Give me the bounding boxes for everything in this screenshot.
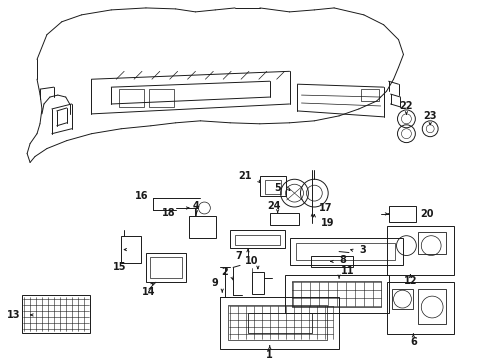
- Bar: [251, 273, 263, 294]
- Text: 18: 18: [162, 208, 175, 218]
- Bar: [386, 226, 453, 275]
- Bar: [119, 89, 143, 107]
- Bar: [145, 253, 185, 282]
- Bar: [264, 180, 280, 194]
- Text: 19: 19: [321, 218, 334, 228]
- Text: 17: 17: [319, 203, 332, 213]
- Bar: [188, 216, 216, 238]
- Text: 1: 1: [266, 350, 273, 360]
- Bar: [311, 256, 352, 267]
- Bar: [386, 282, 453, 334]
- Text: 14: 14: [142, 287, 155, 297]
- Text: 5: 5: [273, 183, 280, 193]
- Bar: [230, 230, 284, 248]
- Text: 11: 11: [340, 266, 354, 276]
- Bar: [220, 297, 338, 348]
- Bar: [284, 275, 388, 313]
- Text: 21: 21: [238, 171, 251, 181]
- Text: 22: 22: [399, 101, 412, 111]
- Text: 10: 10: [244, 256, 258, 266]
- Bar: [149, 89, 173, 107]
- Text: 2: 2: [221, 267, 228, 277]
- Text: 20: 20: [419, 209, 433, 219]
- Bar: [235, 235, 279, 245]
- Text: 12: 12: [403, 276, 416, 286]
- Text: 7: 7: [235, 251, 242, 261]
- Bar: [228, 305, 326, 340]
- Bar: [295, 243, 394, 261]
- Text: 23: 23: [423, 111, 436, 121]
- Bar: [417, 289, 445, 324]
- Bar: [121, 236, 141, 264]
- Bar: [360, 89, 378, 101]
- Text: 16: 16: [135, 191, 149, 201]
- Bar: [289, 238, 403, 265]
- Bar: [259, 176, 285, 196]
- Bar: [291, 281, 380, 307]
- Bar: [269, 213, 299, 225]
- Text: 15: 15: [112, 262, 126, 273]
- Text: 4: 4: [193, 201, 200, 211]
- Bar: [150, 257, 181, 278]
- Text: 9: 9: [211, 278, 218, 288]
- Bar: [22, 295, 89, 333]
- Text: 8: 8: [338, 256, 345, 265]
- Text: 3: 3: [358, 244, 365, 255]
- Text: 13: 13: [7, 310, 20, 320]
- Bar: [391, 289, 412, 309]
- Bar: [388, 206, 415, 222]
- Text: 24: 24: [266, 201, 280, 211]
- Bar: [247, 313, 312, 333]
- Text: 6: 6: [409, 337, 416, 347]
- Bar: [417, 232, 445, 253]
